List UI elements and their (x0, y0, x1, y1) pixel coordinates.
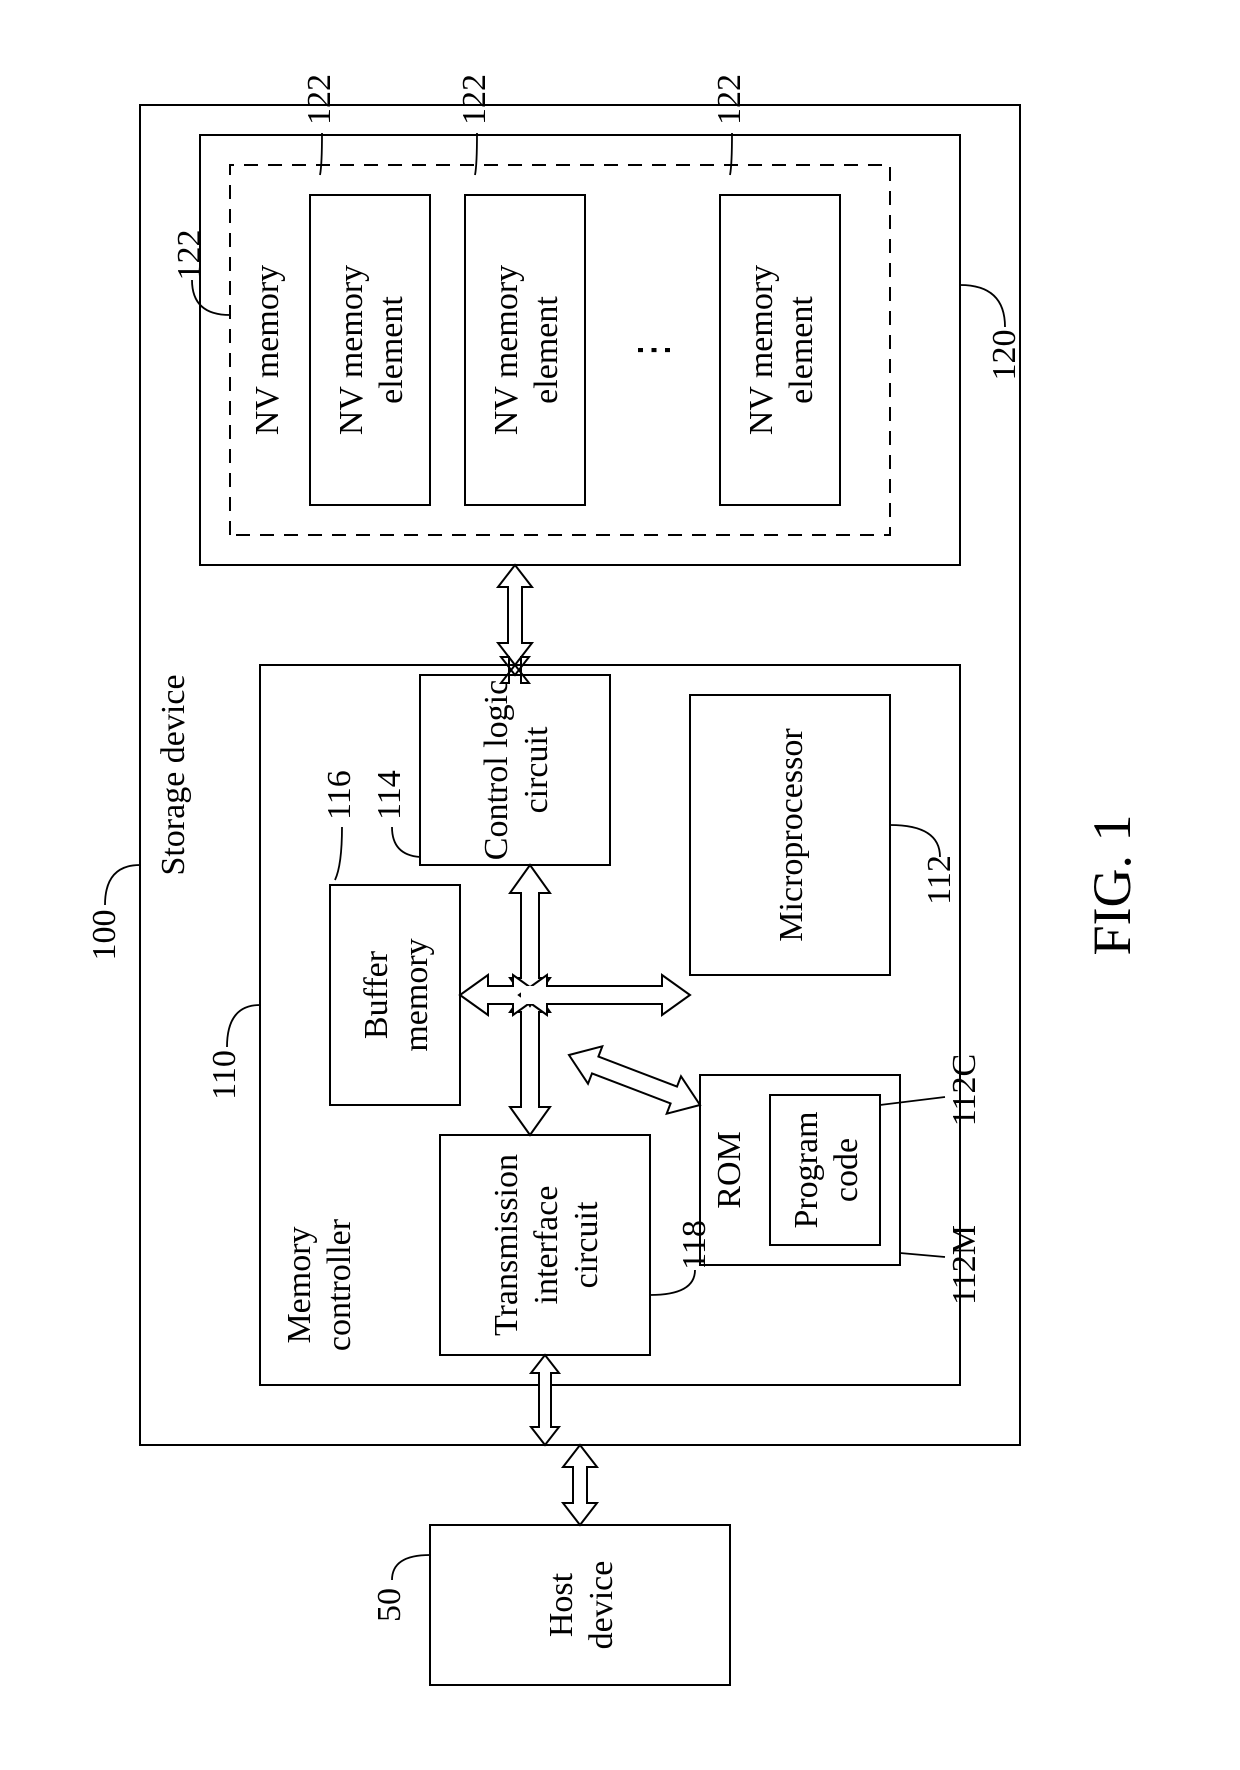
vdots: ⋮ (631, 330, 676, 370)
buffer-memory-box (330, 885, 460, 1105)
nv-element-n-box (720, 195, 840, 505)
storage-label-line0: Storage device (155, 674, 192, 875)
nv-eln-label-line1: element (783, 296, 820, 404)
nv-el1-label-line0: NV memory (333, 265, 370, 435)
micro-label-line0: Microprocessor (773, 728, 810, 942)
program-label-line0: Program (788, 1111, 825, 1228)
nv-el2-label-line1: element (528, 296, 565, 404)
tx-label-line0: Transmission (488, 1154, 525, 1336)
rom-label: ROM (711, 1131, 748, 1208)
ref-nvn: 122-N (711, 75, 748, 125)
ref-nv2: 122-2 (456, 75, 493, 125)
program-label-line1: code (828, 1138, 865, 1202)
tx-label-line1: interface (528, 1186, 565, 1305)
ref-buffer: 116 (321, 770, 358, 820)
ref-controller: 110 (206, 1050, 243, 1100)
nv-memory-label: NV memory (249, 265, 286, 435)
lead-host (392, 1555, 430, 1580)
nv-memory-label-line0: NV memory (249, 265, 286, 435)
controller-label-line0: Memory (281, 1226, 318, 1343)
bus-junction (521, 986, 539, 1004)
ref-storage: 100 (86, 910, 123, 961)
ref-tx: 118 (676, 1220, 713, 1270)
tx-label-line2: circuit (568, 1201, 605, 1288)
nv-element-2-box (465, 195, 585, 505)
host-storage-arrow (563, 1445, 597, 1525)
control-logic-box (420, 675, 610, 865)
ref-nv-module: 120 (986, 330, 1023, 381)
buffer-label-line0: Buffer (358, 950, 395, 1039)
rom-label-line0: ROM (711, 1131, 748, 1208)
ref-micro: 112 (921, 855, 958, 905)
host-label-line1: device (583, 1561, 620, 1650)
control-logic-label-line0: Control logic (478, 680, 515, 860)
figure-caption: FIG. 1 (1082, 814, 1142, 955)
nv-el1-label-line1: element (373, 296, 410, 404)
ref-rom-c: 112C (946, 1054, 983, 1126)
nv-el2-label-line0: NV memory (488, 265, 525, 435)
host-label-line0: Host (543, 1572, 580, 1637)
ref-nv1: 122-1 (301, 75, 338, 125)
diagram-stage: Hostdevice Storage device Memorycontroller… (70, 75, 1170, 1695)
diagram-svg: Hostdevice Storage device Memorycontroller… (70, 75, 1170, 1695)
buffer-label-line1: memory (398, 938, 435, 1051)
controller-label-line1: controller (321, 1218, 358, 1351)
storage-label: Storage device (155, 674, 192, 875)
ref-host: 50 (371, 1588, 408, 1622)
nv-eln-label-line0: NV memory (743, 265, 780, 435)
ref-nv-memory: 122 (171, 230, 208, 281)
ref-rom-m: 112M (946, 1225, 983, 1305)
control-logic-label-line1: circuit (518, 726, 555, 813)
ref-clogic: 114 (371, 770, 408, 820)
lead-storage (105, 865, 140, 905)
nv-element-1-box (310, 195, 430, 505)
micro-label: Microprocessor (773, 728, 810, 942)
host-device-box (430, 1525, 730, 1685)
